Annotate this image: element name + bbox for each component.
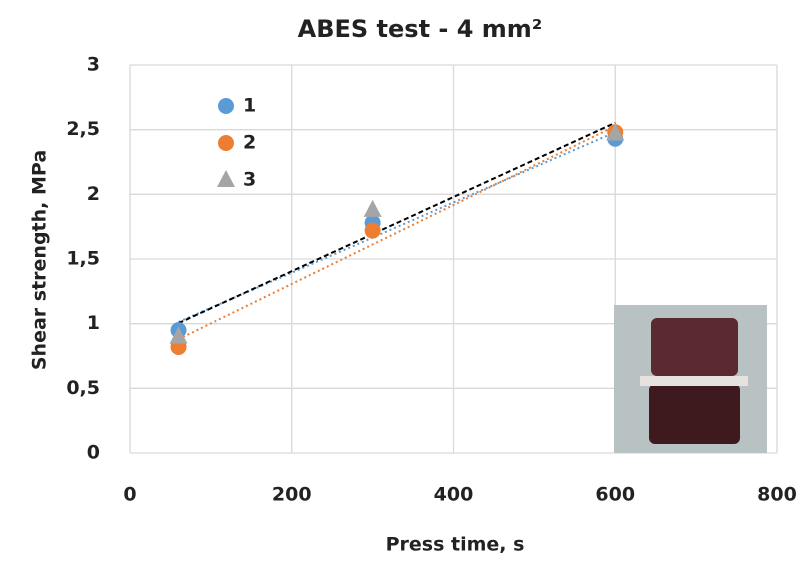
legend-label: 2 — [243, 132, 256, 154]
plot-area: 0 0,5 1 1,5 2 2,5 3 0 200 400 600 800 1 2 3 — [66, 54, 797, 506]
x-tick-label: 800 — [757, 484, 797, 506]
data-point — [606, 123, 625, 141]
y-tick-label: 2 — [87, 183, 100, 205]
legend-marker — [218, 135, 234, 151]
inset-photo — [614, 305, 767, 453]
legend-label: 1 — [243, 95, 256, 117]
trendline — [178, 121, 616, 325]
legend-marker — [218, 98, 234, 114]
x-axis-label: Press time, s — [386, 534, 525, 556]
data-point — [364, 222, 381, 239]
y-tick-label: 1,5 — [66, 248, 100, 270]
x-tick-label: 600 — [595, 484, 635, 506]
data-point — [363, 199, 382, 217]
chart-title: ABES test - 4 mm² — [298, 15, 543, 43]
photo-sample — [651, 318, 738, 376]
legend-label: 3 — [243, 169, 256, 191]
x-tick-label: 0 — [123, 484, 136, 506]
trendline — [178, 125, 616, 341]
legend-marker — [217, 170, 235, 187]
x-tick-label: 400 — [434, 484, 474, 506]
photo-sample — [649, 384, 740, 444]
data-point — [169, 326, 188, 344]
trendline — [178, 131, 616, 323]
y-tick-label: 0,5 — [66, 377, 100, 399]
x-tick-label: 200 — [272, 484, 312, 506]
photo-paper — [640, 376, 748, 386]
y-tick-label: 1 — [87, 312, 100, 334]
y-tick-label: 2,5 — [66, 118, 100, 140]
y-axis-label: Shear strength, MPa — [29, 150, 51, 370]
y-tick-label: 3 — [87, 54, 100, 76]
y-tick-label: 0 — [87, 442, 100, 464]
